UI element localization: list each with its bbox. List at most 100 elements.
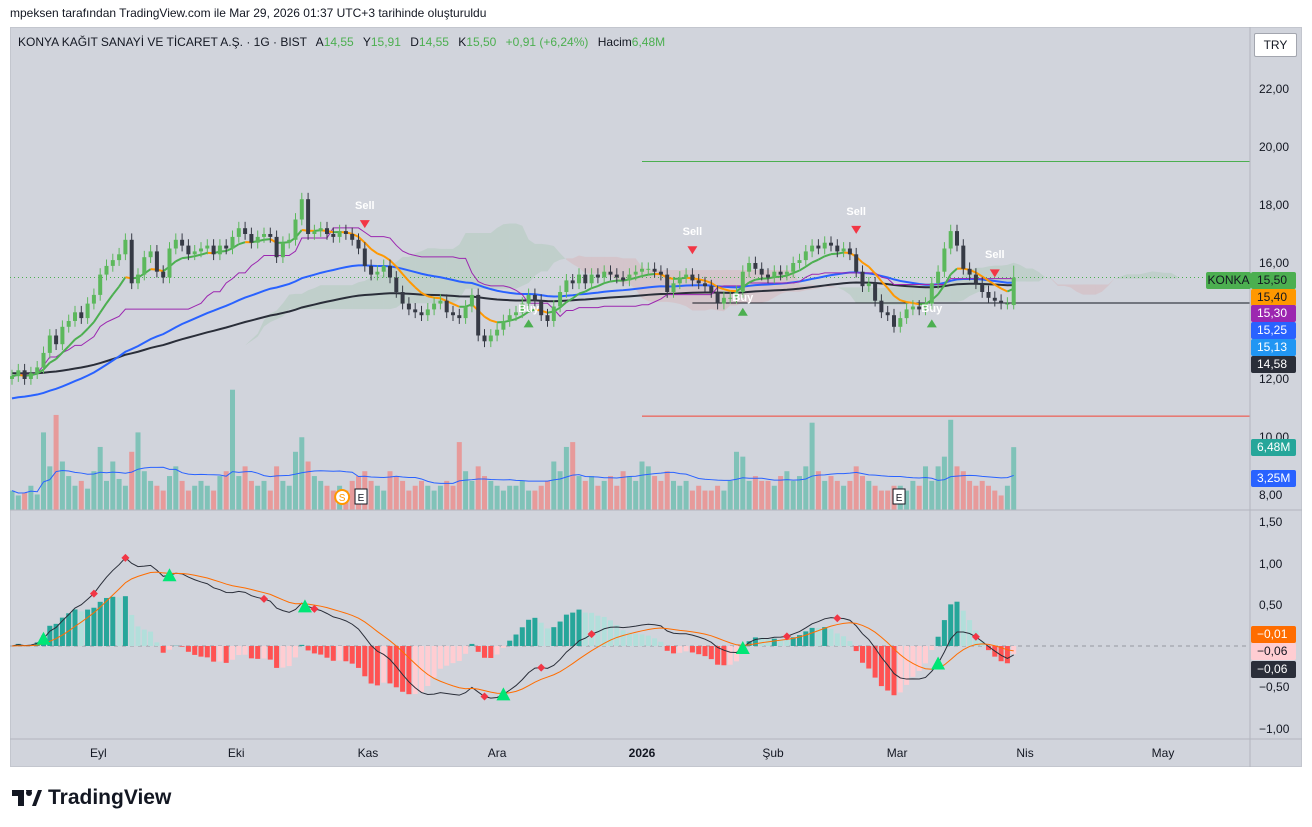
attribution-text: mpeksen tarafından TradingView.com ile M…	[10, 6, 487, 20]
sell-signal-label: Sell	[682, 226, 703, 239]
candle-body	[10, 376, 14, 379]
candle-body	[841, 248, 846, 252]
trend-ma-segment	[1000, 287, 1008, 293]
volume-bar	[482, 476, 487, 510]
candle-body	[394, 277, 399, 292]
candle-body	[16, 370, 21, 377]
macd-cross-up-icon	[496, 687, 511, 701]
volume-bar	[771, 485, 777, 510]
macd-tick: 1,00	[1259, 556, 1283, 571]
macd-histogram-bar	[500, 646, 506, 648]
candle-body	[186, 245, 191, 255]
volume-bar	[645, 466, 651, 510]
macd-histogram-bar	[545, 628, 550, 646]
volume-bar	[425, 485, 431, 510]
trend-ma-segment	[597, 282, 605, 287]
candle-body	[539, 300, 544, 316]
price-axis-label: 15,13	[1251, 339, 1296, 356]
volume-bar	[853, 466, 859, 510]
ichimoku-cloud-segment	[1114, 276, 1121, 279]
volume-bar	[633, 480, 639, 510]
volume-value: 6,48M	[631, 35, 666, 49]
currency-button[interactable]: TRY	[1254, 33, 1297, 57]
macd-histogram-bar	[790, 637, 796, 646]
macd-histogram-bar	[267, 646, 273, 660]
candle-body	[980, 283, 985, 292]
ichimoku-cloud-segment	[339, 285, 346, 310]
ichimoku-cloud-segment	[906, 283, 913, 305]
volume-bar	[652, 476, 658, 510]
volume-bar	[10, 490, 15, 510]
volume-bar	[167, 476, 172, 510]
price-pane	[10, 161, 1250, 510]
trend-ma-segment	[893, 294, 901, 302]
tradingview-logo-icon	[12, 790, 42, 806]
volume-bar	[519, 480, 525, 510]
ichimoku-cloud-segment	[560, 253, 567, 260]
volume-bar	[293, 451, 298, 510]
ichimoku-cloud-segment	[534, 243, 542, 276]
symbol-name[interactable]: KONYA KAĞIT SANAYİ VE TİCARET A.Ş.	[18, 35, 243, 49]
ichimoku-cloud-segment	[465, 232, 472, 289]
trend-ma-segment	[868, 266, 876, 275]
volume-bar	[437, 485, 443, 510]
volume-bar	[400, 480, 406, 510]
trend-ma-segment	[408, 280, 416, 289]
macd-cross-down-icon	[310, 604, 319, 613]
candle-body	[835, 245, 840, 252]
candle-body	[274, 236, 279, 258]
macd-histogram-bar	[311, 646, 317, 654]
candle-body	[47, 335, 52, 353]
volume-bar	[349, 480, 355, 510]
ichimoku-cloud-segment	[553, 246, 561, 263]
macd-histogram-bar	[261, 646, 267, 659]
trend-ma-segment	[225, 247, 233, 252]
candle-body	[967, 268, 972, 275]
ichimoku-cloud-segment	[270, 310, 277, 323]
trend-ma-segment	[874, 272, 883, 282]
candle-body	[356, 239, 361, 249]
macd-axis-label: −0,06	[1251, 643, 1296, 660]
ichimoku-cloud-segment	[295, 293, 302, 310]
candle-body	[747, 263, 752, 272]
ichimoku-cloud-segment	[1064, 284, 1071, 288]
candle-body	[671, 283, 676, 292]
candle-body	[778, 271, 783, 275]
trend-ma-segment	[364, 241, 372, 250]
volume-bar	[526, 490, 532, 510]
macd-cross-up-icon	[36, 631, 51, 645]
volume-bar	[746, 480, 752, 510]
volume-bar	[815, 471, 821, 510]
price-tick: 8,00	[1259, 488, 1283, 502]
trend-ma-segment	[93, 312, 102, 323]
candle-body	[482, 335, 487, 342]
candle-body	[992, 297, 997, 301]
macd-histogram-bar	[482, 646, 487, 658]
macd-histogram-bar	[337, 646, 343, 661]
tradingview-logo[interactable]: TradingView	[12, 786, 171, 810]
volume-bar	[267, 490, 273, 510]
macd-histogram-bar	[116, 597, 122, 646]
macd-histogram-bar	[293, 646, 298, 658]
ichimoku-cloud-segment	[1089, 284, 1096, 295]
macd-histogram-bar	[141, 629, 147, 646]
macd-histogram-bar	[664, 646, 670, 651]
ichimoku-cloud-segment	[522, 225, 529, 286]
price-axis-label: 15,40	[1251, 289, 1296, 306]
macd-histogram-bar	[841, 636, 847, 646]
ichimoku-cloud-segment	[1007, 262, 1014, 282]
trend-ma-segment	[80, 328, 89, 336]
macd-cross-down-icon	[971, 632, 980, 641]
candle-body	[904, 309, 909, 319]
volume-bar	[916, 485, 922, 510]
macd-histogram-bar	[526, 619, 532, 646]
candle-body	[734, 292, 739, 298]
volume-bar	[450, 485, 456, 510]
volume-bar	[305, 461, 311, 510]
macd-histogram-bar	[759, 637, 765, 646]
volume-bar	[929, 480, 935, 510]
volume-bar	[689, 490, 695, 510]
volume-bar	[330, 490, 336, 510]
candle-body	[110, 260, 115, 266]
